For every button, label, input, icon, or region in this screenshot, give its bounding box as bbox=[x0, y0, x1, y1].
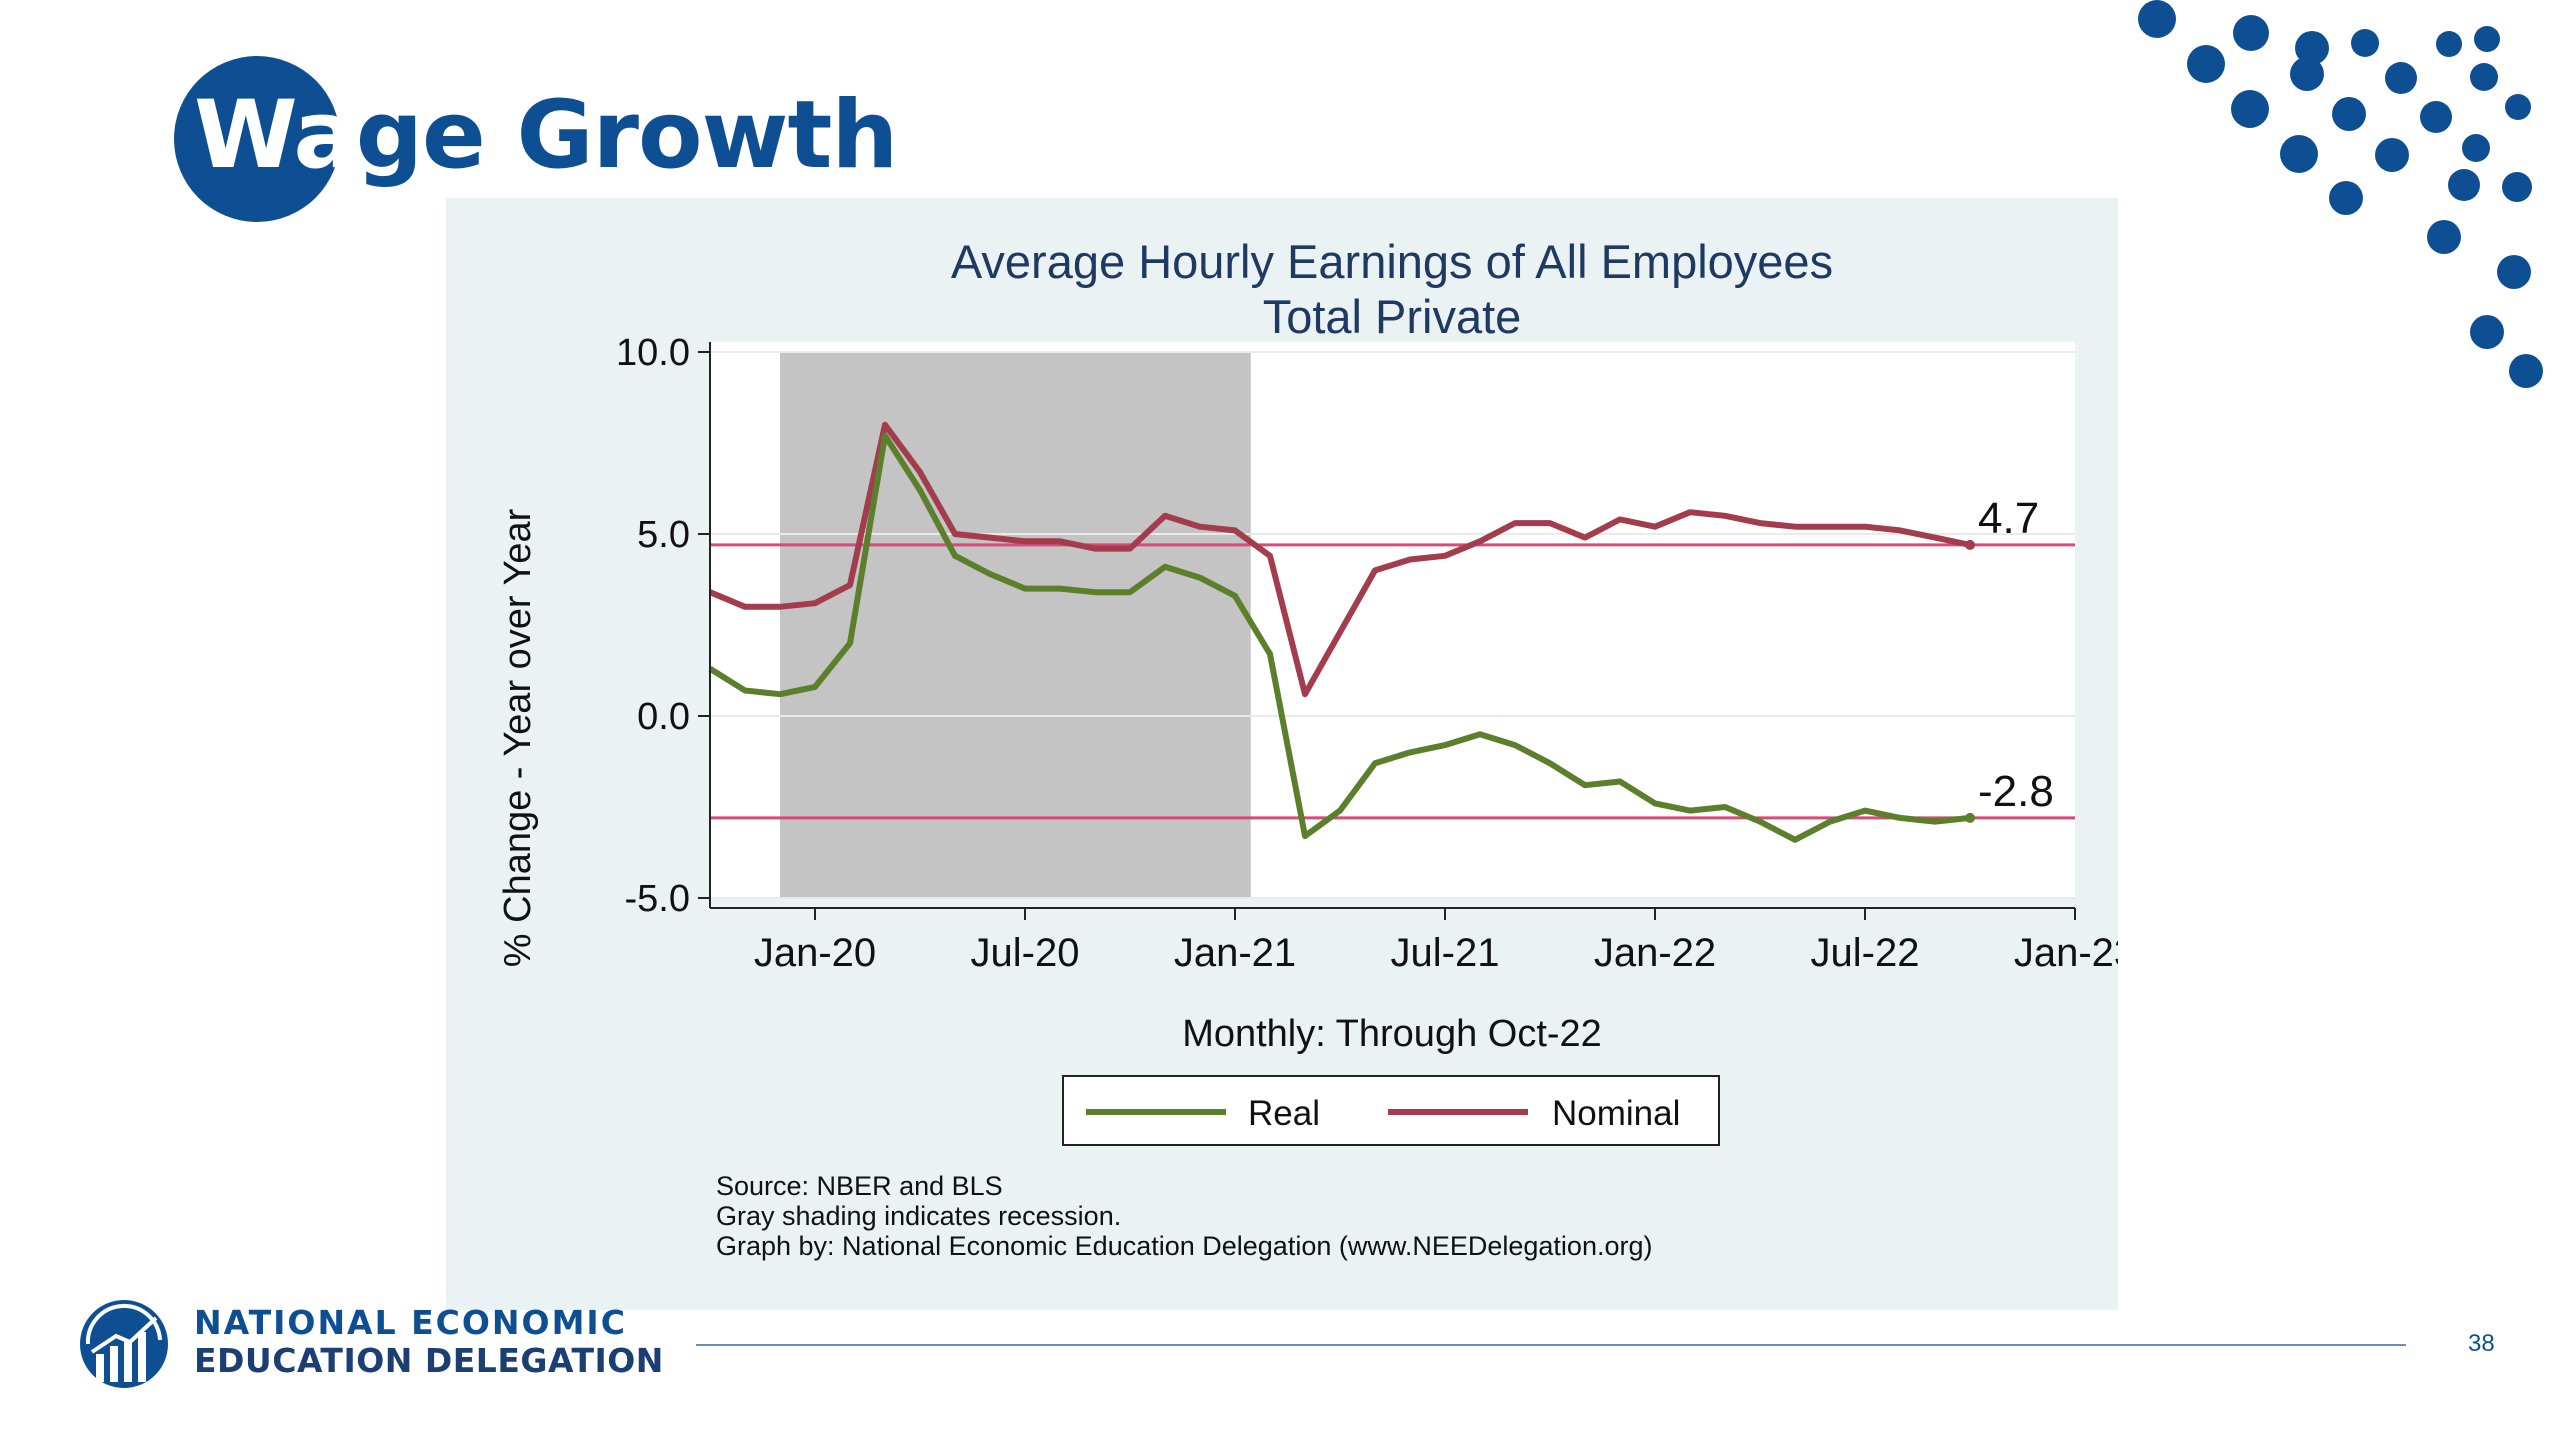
decor-dot bbox=[2187, 45, 2225, 83]
decor-dot bbox=[2420, 101, 2452, 133]
decor-dot bbox=[2505, 94, 2531, 120]
decor-dot bbox=[2295, 31, 2329, 65]
series-end-point-real bbox=[1965, 812, 1975, 823]
decor-dot bbox=[2497, 255, 2531, 289]
x-tick-label: Jan-20 bbox=[754, 931, 876, 975]
nee-logo-icon bbox=[80, 1300, 168, 1388]
chart-note-source: Source: NBER and BLS bbox=[716, 1171, 1003, 1201]
chart-legend: Real Nominal bbox=[1062, 1075, 1720, 1146]
decor-dot bbox=[2332, 97, 2366, 131]
decor-dot bbox=[2470, 63, 2498, 91]
chart-panel: 4.7 -2.8 -5.0 0.0 5.0 10.0 Jan-20 Jul-20 Jan-21… bbox=[446, 198, 2118, 1310]
decor-dot bbox=[2231, 90, 2269, 128]
org-name-line1: NATIONAL ECONOMIC bbox=[194, 1303, 627, 1342]
x-tick-label: Jan-23 bbox=[2014, 931, 2118, 975]
page-number: 38 bbox=[2468, 1330, 2495, 1357]
decor-dot bbox=[2509, 354, 2543, 388]
y-tick-label: 0.0 bbox=[637, 696, 690, 738]
x-tick-label: Jul-20 bbox=[971, 931, 1080, 975]
decor-dot bbox=[2280, 135, 2318, 173]
chart: 4.7 -2.8 -5.0 0.0 5.0 10.0 Jan-20 Jul-20 Jan-21… bbox=[497, 235, 2118, 1261]
series-end-point-nominal bbox=[1965, 539, 1975, 550]
series-line-nominal bbox=[708, 421, 1971, 698]
decor-dot bbox=[2427, 220, 2461, 254]
series-line-real bbox=[708, 432, 1971, 843]
y-tick-label: 5.0 bbox=[637, 514, 690, 556]
y-tick-label: -5.0 bbox=[625, 878, 690, 920]
decorative-dots-pattern bbox=[2138, 0, 2543, 388]
decor-dot bbox=[2329, 181, 2363, 215]
decor-dot bbox=[2385, 62, 2417, 94]
x-axis-label: Monthly: Through Oct-22 bbox=[1182, 1013, 1602, 1055]
end-label-real: -2.8 bbox=[1978, 767, 2054, 816]
decor-dot bbox=[2470, 315, 2504, 349]
org-name: NATIONAL ECONOMIC EDUCATION DELEGATION bbox=[194, 1304, 664, 1380]
y-tick-label: 10.0 bbox=[616, 332, 690, 374]
decor-dot bbox=[2462, 134, 2490, 162]
decor-dot bbox=[2233, 15, 2269, 51]
slide-title: Wage Growth bbox=[194, 76, 899, 196]
decor-dot bbox=[2502, 172, 2532, 202]
chart-note-shading: Gray shading indicates recession. bbox=[716, 1201, 1121, 1231]
x-tick-label: Jan-21 bbox=[1174, 931, 1296, 975]
org-name-line2: EDUCATION DELEGATION bbox=[194, 1341, 664, 1380]
recession-shading bbox=[780, 352, 1251, 898]
slide-title-part1: Wa bbox=[194, 81, 357, 190]
decor-dot bbox=[2351, 29, 2379, 57]
legend-label-real: Real bbox=[1248, 1094, 1320, 1133]
footer-divider bbox=[696, 1344, 2406, 1346]
title-circle-accent bbox=[174, 56, 340, 222]
chart-subtitle: Total Private bbox=[1263, 290, 1522, 343]
chart-title: Average Hourly Earnings of All Employees bbox=[951, 235, 1833, 288]
x-tick-label: Jul-22 bbox=[1811, 931, 1920, 975]
y-axis-label: % Change - Year over Year bbox=[497, 508, 539, 967]
decor-dot bbox=[2474, 26, 2500, 52]
chart-note-credit: Graph by: National Economic Education De… bbox=[716, 1231, 1652, 1261]
legend-label-nominal: Nominal bbox=[1552, 1094, 1680, 1133]
x-tick-label: Jan-22 bbox=[1594, 931, 1716, 975]
decor-dot bbox=[2138, 0, 2176, 38]
decor-dot bbox=[2375, 138, 2409, 172]
decor-dot bbox=[2290, 57, 2324, 91]
decor-dot bbox=[2448, 169, 2480, 201]
decor-dot bbox=[2436, 31, 2462, 57]
slide-title-part2: ge Growth bbox=[355, 81, 899, 190]
end-label-nominal: 4.7 bbox=[1978, 494, 2039, 543]
x-tick-label: Jul-21 bbox=[1391, 931, 1500, 975]
